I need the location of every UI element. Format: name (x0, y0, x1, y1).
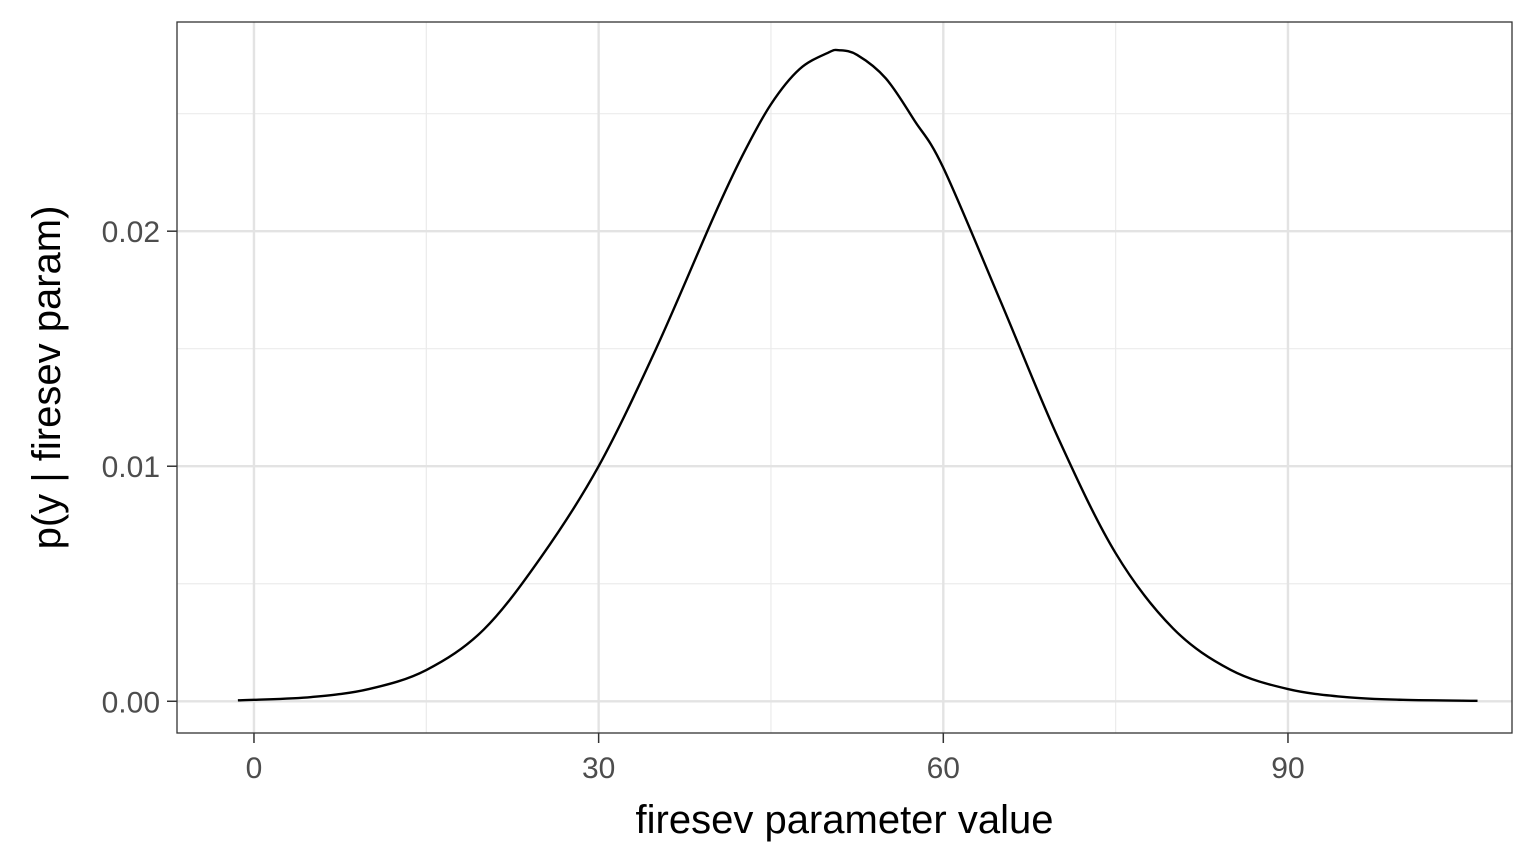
minor-gridlines (177, 22, 1512, 733)
major-gridlines (177, 22, 1512, 733)
x-axis-title: firesev parameter value (636, 798, 1054, 842)
y-tick-label: 0.00 (102, 686, 160, 719)
x-tick-label: 0 (246, 752, 263, 785)
plot-panel (177, 22, 1512, 733)
y-tick-label: 0.02 (102, 216, 160, 249)
y-tick-label: 0.01 (102, 451, 160, 484)
x-tick-label: 90 (1271, 752, 1304, 785)
density-curve-line (237, 48, 1478, 702)
y-axis-title: p(y | firesev param) (25, 206, 69, 550)
x-tick-label: 30 (582, 752, 615, 785)
x-tick-label: 60 (927, 752, 960, 785)
plot-panel-border (176, 21, 1513, 734)
x-axis: 0 30 60 90 (246, 733, 1305, 785)
y-axis: 0.00 0.01 0.02 (102, 216, 177, 719)
series-layer (237, 48, 1478, 702)
